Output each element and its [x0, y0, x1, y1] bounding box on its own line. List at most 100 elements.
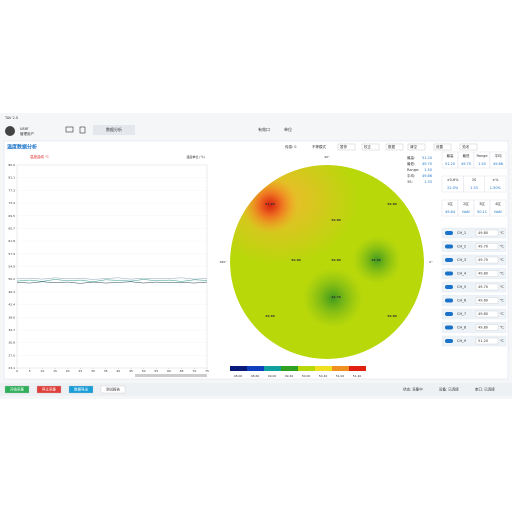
footer-button[interactable] — [4, 385, 30, 394]
y-tick-label: 54.0 — [8, 265, 15, 269]
button[interactable] — [385, 143, 404, 151]
x-tick-label: 45 — [129, 369, 133, 373]
y-axis-label: 温度单位 (℃) — [186, 154, 205, 159]
control-label: 不等模式 — [312, 144, 326, 149]
table-value: 49.70 — [461, 162, 471, 166]
channel-unit: ℃ — [500, 272, 504, 276]
angle-label: 180° — [219, 260, 227, 264]
point-label: 51.20 — [265, 202, 275, 206]
x-tick-label: 50 — [142, 369, 146, 373]
channel-row — [441, 308, 507, 320]
control-label[interactable]: 数据 — [388, 144, 396, 149]
channel-value: 49.70 — [478, 285, 488, 289]
menu[interactable]: 单位 — [284, 126, 292, 132]
menu[interactable]: 有效口 — [258, 126, 270, 132]
icon[interactable] — [79, 126, 86, 134]
toggle[interactable] — [445, 271, 453, 276]
channel-unit: ℃ — [500, 339, 504, 343]
channel-value: 49.80 — [478, 312, 488, 316]
channel-value: 49.80 — [478, 272, 488, 276]
x-tick-label: 75 — [205, 369, 209, 373]
button[interactable] — [337, 143, 356, 151]
table-value: 51.20 — [445, 162, 455, 166]
y-tick-label: 77.3 — [8, 188, 15, 192]
value-box — [475, 243, 499, 250]
x-tick-label: 25 — [78, 369, 82, 373]
channel-name: CH_9 — [457, 339, 466, 343]
button[interactable] — [433, 143, 452, 151]
colorbar-label: 50.40 — [319, 374, 328, 378]
toggle[interactable] — [445, 231, 453, 235]
y-tick-label: 73.4 — [8, 201, 15, 205]
point-label: 49.60 — [265, 314, 275, 318]
scrollbar[interactable] — [135, 374, 207, 377]
y-tick-label: 27.0 — [8, 353, 15, 357]
value-box — [475, 283, 499, 291]
control-label[interactable]: 清空 — [410, 144, 418, 149]
table-value: 1.50% — [490, 186, 502, 190]
toggle[interactable] — [445, 244, 453, 249]
table-header: 1区 — [447, 202, 453, 206]
channel-unit: ℃ — [500, 299, 504, 303]
colorbar-swatch — [247, 366, 264, 371]
toggle[interactable] — [445, 285, 453, 289]
colorbar-label: 51.00 — [336, 374, 345, 378]
toggle[interactable] — [445, 298, 453, 303]
toggle[interactable] — [445, 339, 453, 343]
table-value: 49.84 — [445, 210, 456, 214]
value-box — [475, 310, 499, 318]
summary-key: Range: — [407, 168, 419, 172]
colorbar-label: 51.40 — [353, 374, 362, 378]
series-line — [16, 281, 208, 284]
table-value: NaN — [462, 210, 470, 214]
x-tick-label: 0 — [16, 369, 18, 373]
angle-label: 90° — [324, 155, 330, 159]
toggle[interactable] — [445, 312, 453, 316]
value-box — [475, 229, 499, 237]
channel-row — [441, 281, 507, 293]
control-label[interactable]: 设置 — [436, 144, 444, 149]
y-tick-label: 69.5 — [8, 214, 15, 218]
button[interactable] — [407, 143, 426, 151]
colorbar-swatch — [332, 366, 349, 371]
y-tick-label: 23.1 — [8, 366, 15, 370]
colorbar-label: 49.00 — [268, 374, 277, 378]
x-tick-label: 20 — [66, 369, 70, 373]
table-header: 最低 — [463, 153, 471, 158]
footer-button[interactable] — [36, 385, 62, 394]
y-tick-label: 81.1 — [8, 176, 15, 180]
control-label[interactable]: 关闭 — [462, 144, 470, 149]
footer-button[interactable] — [100, 385, 126, 394]
tab[interactable] — [93, 125, 135, 135]
y-tick-label: 85.0 — [8, 163, 15, 167]
table-header: 平均 — [495, 153, 503, 158]
table-cell — [484, 175, 507, 193]
footer-button[interactable] — [68, 385, 94, 394]
channel-row — [441, 227, 507, 239]
button[interactable] — [361, 143, 380, 151]
footer-button-label[interactable]: 开始采集 — [10, 387, 24, 392]
channel-name: CH_6 — [457, 299, 466, 303]
x-tick-label: 35 — [104, 369, 108, 373]
control-label[interactable]: 暂停 — [340, 144, 348, 149]
toggle[interactable] — [445, 325, 453, 330]
window-title: TAV 2.0 — [4, 116, 18, 120]
summary-value: 1.33 — [424, 180, 432, 184]
channel-unit: ℃ — [500, 326, 504, 330]
toggle[interactable] — [445, 258, 453, 262]
channel-name: CH_2 — [457, 245, 466, 249]
table-header: 3区 — [479, 202, 485, 206]
icon[interactable] — [65, 126, 74, 133]
button[interactable] — [459, 143, 478, 151]
footer — [0, 383, 512, 396]
point-label: 49.80 — [387, 202, 397, 206]
footer-button-label[interactable]: 测试报告 — [106, 387, 120, 392]
control-label[interactable]: 校正 — [364, 144, 372, 149]
series-line — [16, 279, 208, 283]
colorbar-label: 48.00 — [234, 374, 243, 378]
footer-button-label[interactable]: 数据导出 — [74, 387, 88, 392]
footer-button-label[interactable]: 停止采集 — [42, 387, 56, 392]
summary-value: 49.86 — [422, 174, 432, 178]
user-role: 管理用户 — [20, 131, 34, 136]
table-header: Range — [476, 154, 487, 158]
